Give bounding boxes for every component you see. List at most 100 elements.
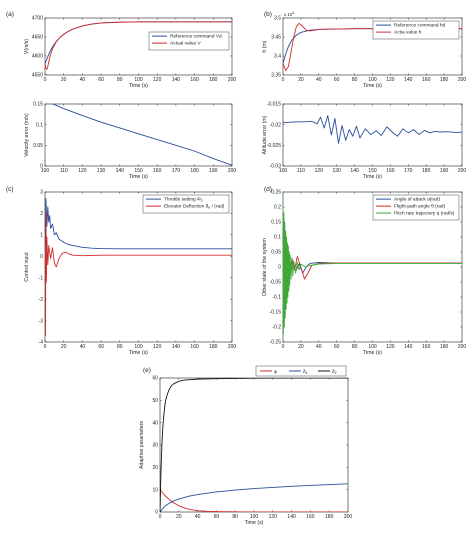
x-tick-label: 40 — [80, 344, 86, 350]
y-tick-label: 4700 — [32, 16, 43, 22]
x-tick-label: 20 — [61, 77, 67, 83]
y-multiplier: x 104 — [284, 11, 294, 17]
y-tick-label: -0.25 — [270, 340, 282, 346]
y-tick-label: 2 — [40, 211, 43, 217]
y-tick-label: 0 — [155, 510, 158, 516]
x-tick-label: 0 — [282, 77, 285, 83]
x-tick-label: 170 — [404, 168, 413, 174]
x-tick-label: 100 — [134, 344, 143, 350]
x-tick-label: 100 — [134, 77, 143, 83]
y-axis-label: Velocity error (m/s) — [24, 113, 30, 157]
x-tick-label: 60 — [98, 344, 104, 350]
x-tick-label: 180 — [190, 168, 199, 174]
x-tick-label: 0 — [44, 344, 47, 350]
x-axis-label: Time (s) — [129, 350, 148, 356]
legend-box — [148, 31, 230, 51]
y-axis-label: Altitude error (m) — [262, 115, 268, 154]
legend-box — [142, 194, 230, 214]
x-tick-label: 140 — [404, 344, 413, 350]
x-tick-label: 120 — [269, 514, 278, 520]
x-tick-label: 120 — [386, 344, 395, 350]
panel-label-a: (a) — [6, 11, 14, 18]
y-axis-label: Other state of the system — [262, 238, 268, 296]
y-tick-label: -3 — [39, 318, 44, 324]
x-tick-label: 160 — [153, 168, 162, 174]
x-axis-label: Time (s) — [129, 83, 148, 89]
x-tick-label: 200 — [228, 168, 237, 174]
plot-area — [44, 191, 233, 343]
x-tick-label: 140 — [287, 514, 296, 520]
legend-label-2: δ1 — [303, 369, 308, 375]
y-axis-label: Adaptive parameters — [139, 421, 145, 469]
x-tick-label: 100 — [368, 77, 377, 83]
legend: Angle of attack α(rad)Flight-path angle … — [372, 194, 460, 221]
y-tick-label: -0.02 — [270, 122, 282, 128]
plot-area — [44, 103, 233, 167]
y-tick-label: 1 — [40, 233, 43, 239]
chart-bottom-left: 0 20 40 60 80 100 120 140 160 180 200 -4 -3 -2 -1 0 1 2 3 T… — [24, 190, 236, 356]
y-tick-label: 0 — [40, 254, 43, 260]
panel-label-d: (d) — [264, 186, 272, 193]
x-tick-label: 200 — [344, 514, 353, 520]
y-tick-label: 3.4 — [274, 54, 281, 60]
y-tick-label: 0.15 — [271, 220, 281, 226]
y-tick-label: -0.015 — [267, 102, 281, 108]
x-tick-label: 160 — [190, 344, 199, 350]
y-tick-label: 3.45 — [271, 35, 281, 41]
x-tick-label: 100 — [250, 514, 259, 520]
chart-middle-right: 100 110 120 130 140 150 160 170 180 190 200 -0.015 -… — [262, 102, 466, 180]
x-tick-label: 130 — [333, 168, 342, 174]
chart-middle-left: 100 110 120 130 140 150 160 170 180 190 200 0 0.05 0.… — [24, 102, 237, 180]
x-tick-label: 60 — [334, 344, 340, 350]
y-axis-label: h (m) — [262, 40, 268, 52]
legend-label-1: Angle of attack α(rad) — [394, 197, 440, 203]
panel-label-b: (b) — [264, 11, 272, 18]
legend-label-2: Elevator Deflection δe / (rad) — [164, 204, 225, 210]
series-line-1 — [283, 115, 462, 144]
x-tick-label: 0 — [159, 514, 162, 520]
chart-top-right: 0 20 40 60 80 100 120 140 160 180 200 3.35 3.4 3.45 3.… — [262, 11, 466, 89]
y-axis-label: Control input — [24, 252, 30, 282]
plot-area — [282, 103, 463, 167]
y-tick-label: 0.05 — [271, 250, 281, 256]
x-tick-label: 60 — [214, 514, 220, 520]
y-tick-label: 0.2 — [274, 205, 281, 211]
y-tick-label: -0.025 — [267, 143, 281, 149]
x-tick-label: 160 — [422, 77, 431, 83]
legend-label-1: Reference command Vd — [170, 34, 222, 40]
y-tick-label: 0.15 — [33, 102, 43, 108]
chart-bottom-right: 0 20 40 60 80 100 120 140 160 180 200 -0.25 -0.2 -0.1… — [262, 190, 466, 356]
x-tick-label: 160 — [422, 344, 431, 350]
x-tick-label: 40 — [80, 77, 86, 83]
x-tick-label: 180 — [422, 168, 431, 174]
x-tick-label: 120 — [315, 168, 324, 174]
x-tick-label: 200 — [458, 168, 467, 174]
y-tick-label: -0.03 — [270, 164, 282, 170]
y-tick-label: 0 — [278, 265, 281, 271]
x-tick-label: 20 — [298, 77, 304, 83]
x-axis-label: Time (s) — [245, 520, 264, 526]
series-line-2 — [160, 483, 348, 512]
x-tick-label: 60 — [98, 77, 104, 83]
x-tick-label: 40 — [316, 77, 322, 83]
legend-label-3: Pitch rate trajectory q (rad/s) — [394, 211, 455, 217]
y-tick-label: 0 — [40, 164, 43, 170]
x-tick-label: 180 — [209, 344, 218, 350]
x-tick-label: 150 — [368, 168, 377, 174]
x-tick-label: 80 — [117, 77, 123, 83]
legend-label-1: Reference command hd — [394, 23, 446, 29]
x-tick-label: 120 — [153, 344, 162, 350]
x-axis-label: Time (s) — [363, 350, 382, 356]
x-tick-label: 140 — [116, 168, 125, 174]
y-tick-label: -0.1 — [272, 295, 281, 301]
y-tick-label: 0.1 — [274, 235, 281, 241]
x-axis-label: Time (s) — [363, 83, 382, 89]
series-line-1 — [51, 104, 232, 166]
x-tick-label: 130 — [97, 168, 106, 174]
y-tick-label: 50 — [152, 398, 158, 404]
x-tick-label: 150 — [134, 168, 143, 174]
series-line-2 — [45, 210, 232, 337]
